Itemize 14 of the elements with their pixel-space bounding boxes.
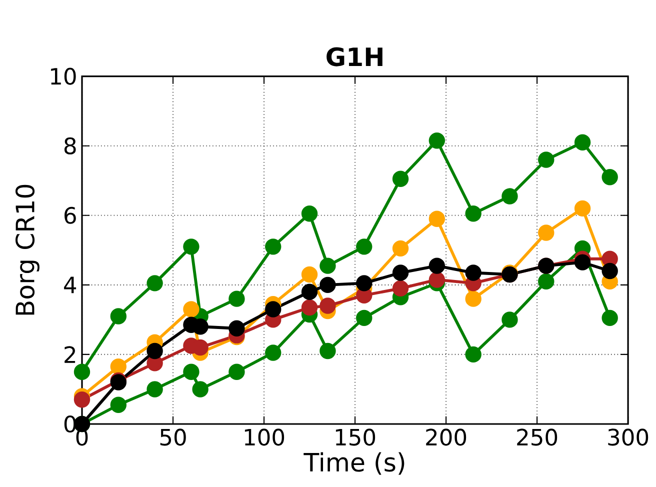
x-tick-label: 150: [336, 428, 376, 446]
y-tick-label: 2: [64, 346, 76, 363]
y-tick-label: 8: [64, 137, 76, 154]
x-tick-label: 250: [517, 428, 558, 446]
x-tick-label: 300: [608, 428, 648, 446]
y-tick-label: 10: [51, 68, 76, 85]
y-tick-label: 4: [64, 276, 76, 294]
y-axis-title: Borg CR10: [15, 184, 40, 315]
x-tick-label: 200: [426, 428, 466, 446]
x-axis-title: Time (s): [304, 452, 404, 475]
x-tick-label: 50: [160, 428, 186, 446]
y-tick-label: 6: [64, 206, 76, 224]
x-tick-label: 100: [244, 428, 284, 446]
chart-title: G1H: [326, 47, 382, 66]
